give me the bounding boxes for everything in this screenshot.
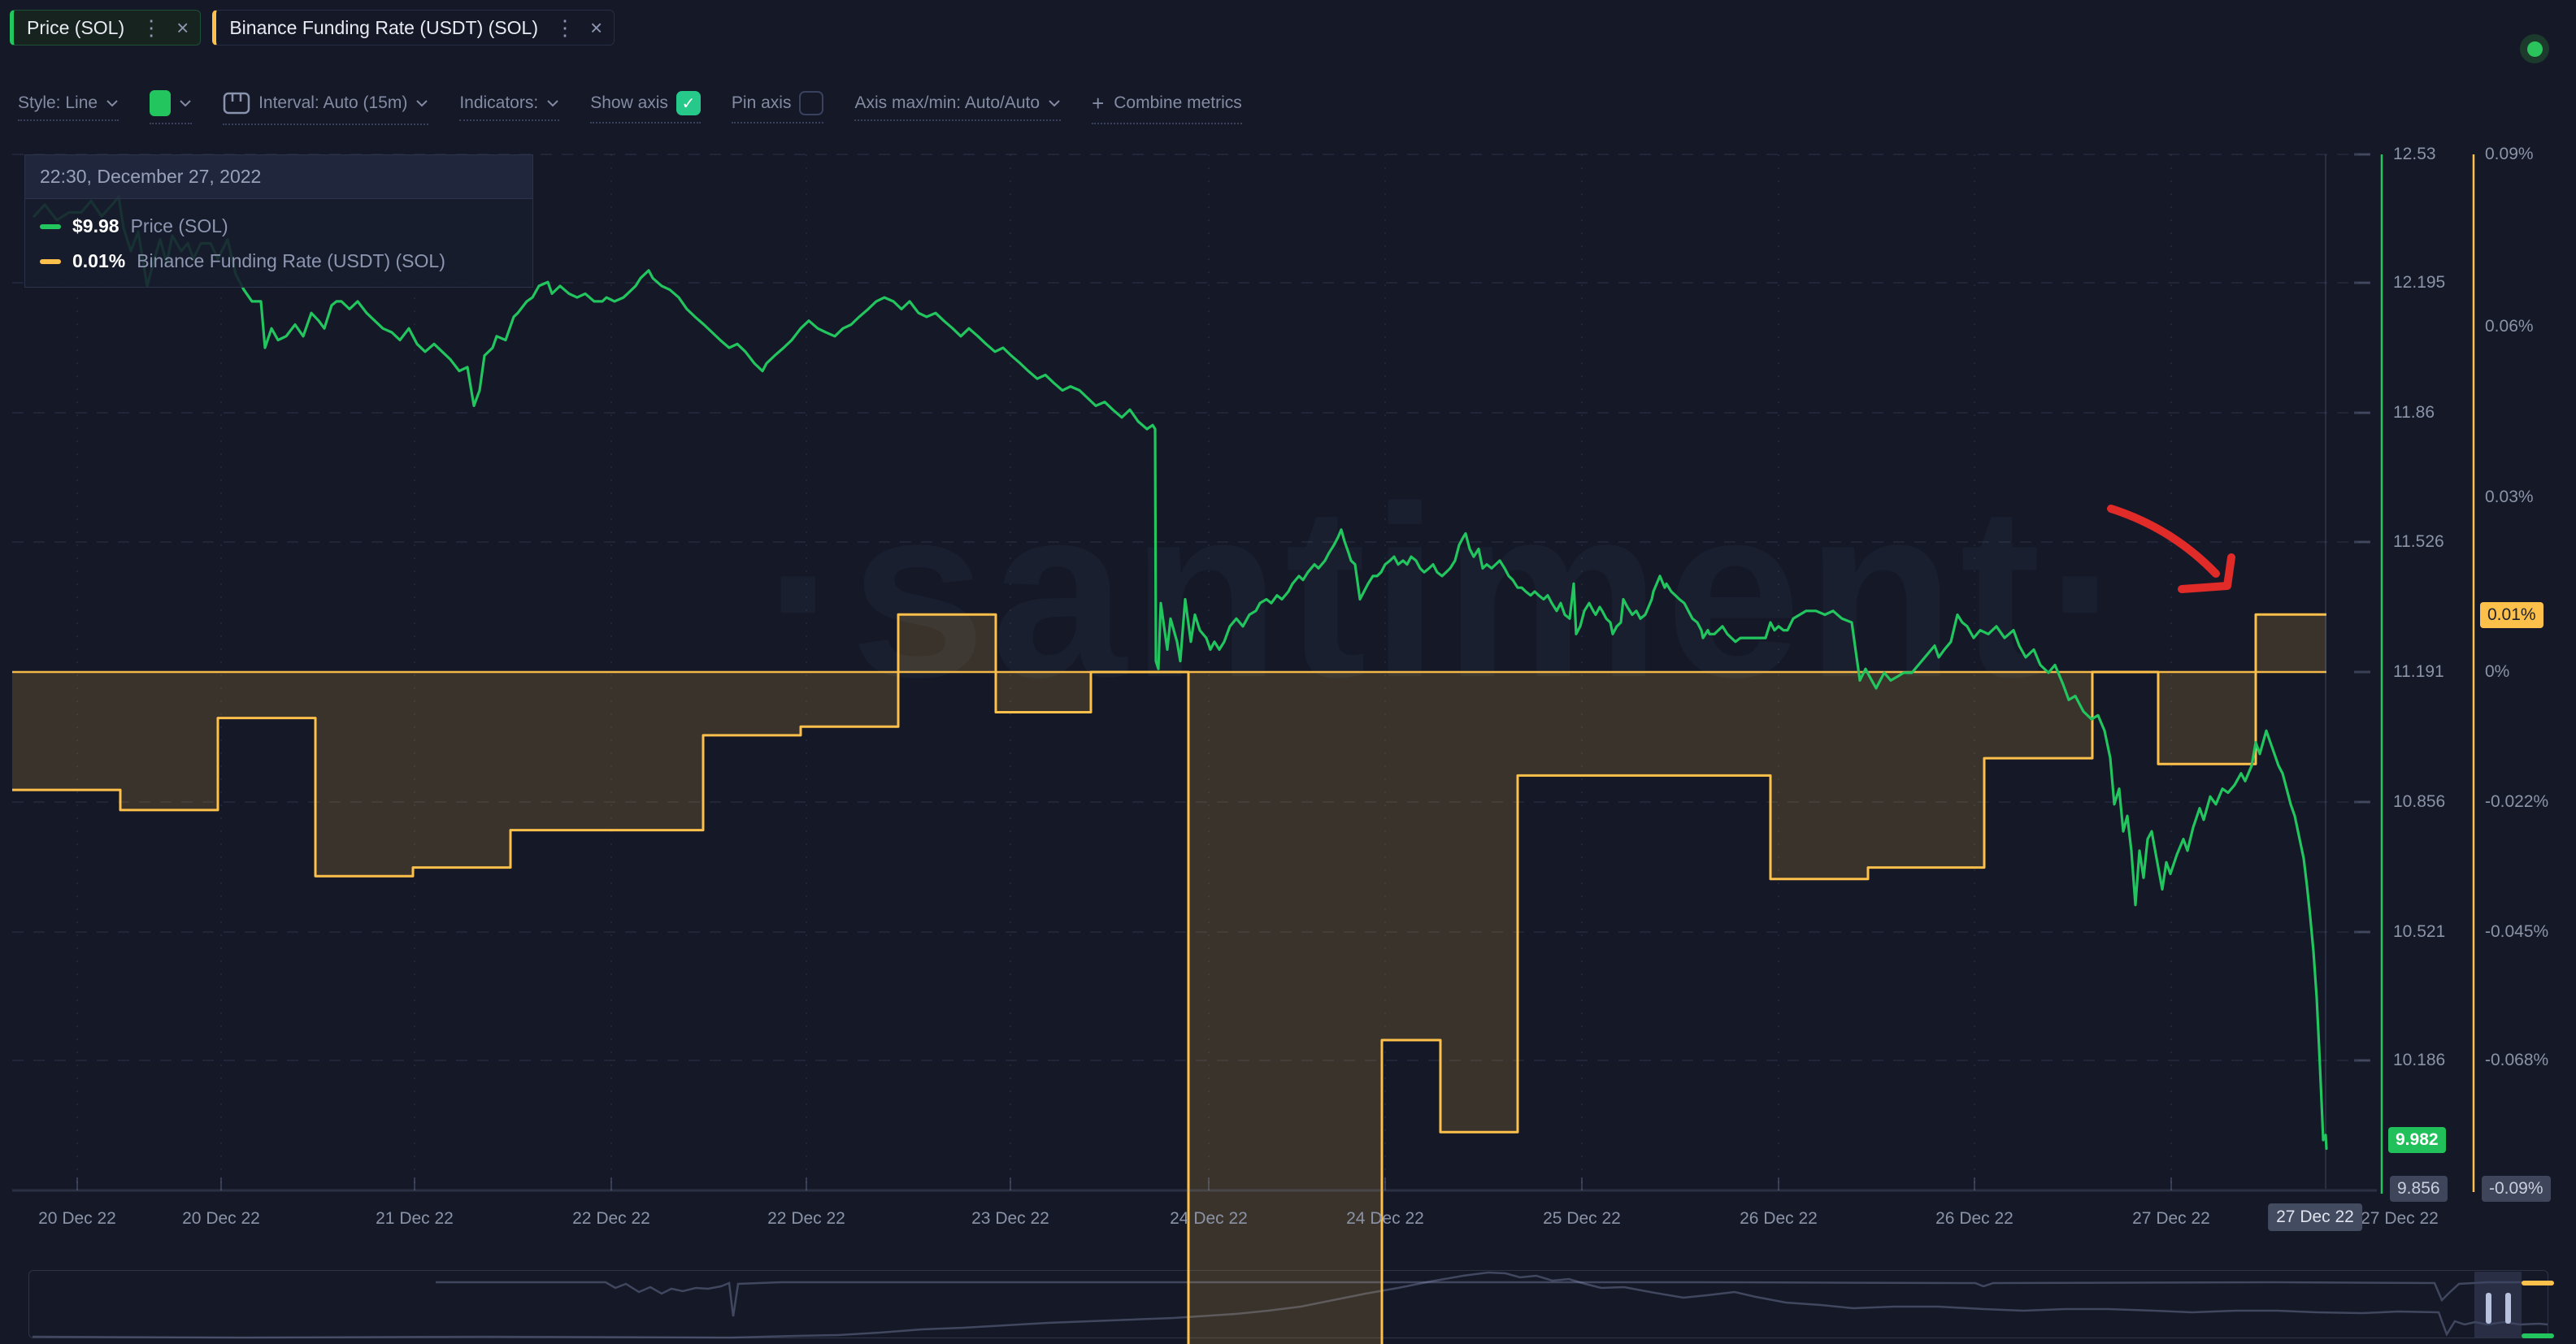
x-axis-tick: 27 Dec 22 bbox=[2132, 1209, 2210, 1228]
x-axis-tick: 25 Dec 22 bbox=[1543, 1209, 1621, 1228]
x-axis-tick-ghost: 27 Dec 22 bbox=[2361, 1209, 2439, 1228]
x-axis-tick: 24 Dec 22 bbox=[1170, 1209, 1248, 1228]
price-axis-tick: 11.526 bbox=[2393, 532, 2444, 551]
price-axis-tick: 10.186 bbox=[2393, 1051, 2446, 1069]
tab-price-label: Price (SOL) bbox=[27, 16, 125, 38]
price-axis-tick: 11.191 bbox=[2393, 662, 2444, 681]
pin-axis-checkbox[interactable] bbox=[799, 91, 824, 115]
chevron-down-icon bbox=[416, 100, 428, 107]
style-dropdown[interactable]: Style: Line bbox=[18, 93, 119, 121]
metric-tab-bar: Price (SOL) ⋮ × Binance Funding Rate (US… bbox=[10, 10, 615, 46]
price-axis-min-badge: 9.856 bbox=[2390, 1176, 2448, 1202]
plus-icon: + bbox=[1092, 90, 1105, 115]
tab-close-icon[interactable]: × bbox=[589, 15, 603, 40]
x-axis-tick: 23 Dec 22 bbox=[971, 1209, 1049, 1228]
tab-funding-label: Binance Funding Rate (USDT) (SOL) bbox=[229, 16, 538, 38]
style-label: Style: Line bbox=[18, 93, 98, 112]
chevron-down-icon bbox=[1049, 100, 1060, 107]
interval-dropdown[interactable]: Interval: Auto (15m) bbox=[223, 89, 429, 125]
tooltip-funding-label: Binance Funding Rate (USDT) (SOL) bbox=[137, 250, 445, 271]
axis-maxmin-dropdown[interactable]: Axis max/min: Auto/Auto bbox=[854, 93, 1062, 121]
tab-funding-rate[interactable]: Binance Funding Rate (USDT) (SOL) ⋮ × bbox=[212, 10, 615, 46]
tab-menu-icon[interactable]: ⋮ bbox=[554, 15, 576, 40]
connection-status-indicator[interactable] bbox=[2520, 34, 2549, 63]
color-swatch bbox=[150, 90, 172, 116]
combine-metrics-button[interactable]: + Combine metrics bbox=[1092, 91, 1242, 124]
show-axis-label: Show axis bbox=[590, 93, 668, 112]
brush-selection-handle[interactable] bbox=[2474, 1272, 2522, 1337]
tab-price-sol[interactable]: Price (SOL) ⋮ × bbox=[10, 10, 202, 46]
price-axis-tick: 10.521 bbox=[2393, 922, 2446, 941]
price-current-badge: 9.982 bbox=[2388, 1127, 2446, 1153]
tab-close-icon[interactable]: × bbox=[176, 15, 189, 40]
chart-toolbar: Style: Line Interval: Auto (15m) Indicat… bbox=[18, 88, 1242, 127]
percent-axis-tick: 0.03% bbox=[2485, 488, 2534, 506]
axis-maxmin-label: Axis max/min: Auto/Auto bbox=[854, 93, 1040, 112]
x-axis-tick: 26 Dec 22 bbox=[1740, 1209, 1818, 1228]
percent-axis-min-badge: -0.09% bbox=[2482, 1176, 2551, 1202]
percent-axis-tick: -0.068% bbox=[2485, 1051, 2549, 1069]
santiment-watermark: ·santiment· bbox=[764, 455, 2132, 728]
percent-axis-tick: 0.06% bbox=[2485, 317, 2534, 336]
show-axis-toggle[interactable]: Show axis ✓ bbox=[590, 91, 701, 124]
tooltip-price-value: $9.98 bbox=[72, 215, 119, 236]
x-axis-hover-badge: 27 Dec 22 bbox=[2268, 1203, 2362, 1231]
funding-series-dash-icon bbox=[40, 258, 61, 264]
chevron-down-icon bbox=[106, 100, 118, 107]
chevron-down-icon bbox=[180, 100, 191, 107]
price-axis-tick: 10.856 bbox=[2393, 792, 2446, 811]
interval-icon bbox=[223, 92, 250, 115]
percent-axis-tick: -0.022% bbox=[2485, 792, 2549, 811]
tooltip-price-label: Price (SOL) bbox=[130, 215, 228, 236]
indicators-dropdown[interactable]: Indicators: bbox=[459, 93, 560, 121]
x-axis-tick: 22 Dec 22 bbox=[572, 1209, 650, 1228]
price-axis-tick: 12.195 bbox=[2393, 273, 2446, 292]
price-axis-tick: 11.86 bbox=[2393, 403, 2435, 422]
tab-menu-icon[interactable]: ⋮ bbox=[141, 15, 163, 40]
percent-axis-tick: -0.045% bbox=[2485, 922, 2549, 941]
x-axis-tick: 26 Dec 22 bbox=[1935, 1209, 2013, 1228]
pin-axis-toggle[interactable]: Pin axis bbox=[731, 91, 824, 124]
timeline-preview-box[interactable] bbox=[28, 1270, 2548, 1338]
x-axis-tick: 20 Dec 22 bbox=[38, 1209, 116, 1228]
tooltip-row-funding: 0.01% Binance Funding Rate (USDT) (SOL) bbox=[40, 250, 518, 272]
series-color-dropdown[interactable] bbox=[150, 90, 193, 124]
preview-funding-marker bbox=[2522, 1281, 2554, 1285]
tooltip-timestamp: 22:30, December 27, 2022 bbox=[25, 155, 532, 199]
show-axis-checkbox[interactable]: ✓ bbox=[675, 91, 701, 115]
combine-metrics-label: Combine metrics bbox=[1114, 93, 1242, 112]
x-axis-tick: 22 Dec 22 bbox=[767, 1209, 845, 1228]
pin-axis-label: Pin axis bbox=[731, 93, 792, 112]
percent-axis-tick: 0.09% bbox=[2485, 145, 2534, 163]
x-axis-tick: 21 Dec 22 bbox=[376, 1209, 454, 1228]
x-axis-tick: 24 Dec 22 bbox=[1346, 1209, 1424, 1228]
price-axis-tick: 12.53 bbox=[2393, 145, 2436, 163]
interval-label: Interval: Auto (15m) bbox=[258, 93, 408, 112]
percent-axis-tick: 0% bbox=[2485, 662, 2510, 681]
status-dot-icon bbox=[2526, 41, 2543, 57]
tooltip-funding-value: 0.01% bbox=[72, 250, 126, 271]
brush-grip-left[interactable] bbox=[2486, 1293, 2491, 1324]
percent-current-badge: 0.01% bbox=[2480, 602, 2543, 628]
price-series-dash-icon bbox=[40, 223, 61, 229]
brush-grip-right[interactable] bbox=[2505, 1293, 2511, 1324]
chart-tooltip: 22:30, December 27, 2022 $9.98 Price (SO… bbox=[24, 154, 533, 288]
x-axis-tick: 20 Dec 22 bbox=[182, 1209, 260, 1228]
chevron-down-icon bbox=[547, 100, 558, 107]
preview-price-marker bbox=[2522, 1333, 2554, 1338]
tooltip-row-price: $9.98 Price (SOL) bbox=[40, 215, 518, 237]
indicators-label: Indicators: bbox=[459, 93, 539, 112]
